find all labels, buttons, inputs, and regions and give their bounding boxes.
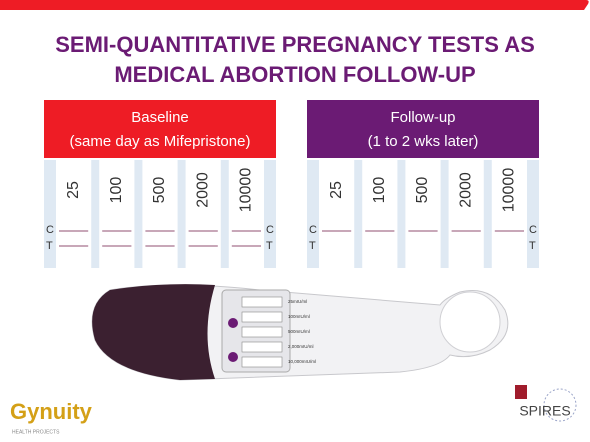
- device-plus: [228, 318, 238, 328]
- title-line: MEDICAL ABORTION FOLLOW-UP: [114, 62, 475, 87]
- strip: [319, 160, 355, 268]
- strip-label: 25: [65, 181, 82, 199]
- logo-left-sub: HEALTH PROJECTS: [12, 429, 60, 435]
- device-level-label: 25mIU/ml: [288, 299, 307, 304]
- panel-header: [44, 100, 276, 158]
- logo-left: Gynuity: [10, 399, 93, 424]
- device-slot: [241, 311, 283, 323]
- control-label: C: [529, 224, 537, 236]
- device-tip: [439, 291, 501, 353]
- panel-heading: Follow-up: [390, 109, 455, 126]
- strip-label: 25: [328, 181, 345, 199]
- strip: [185, 160, 221, 268]
- top-bar: [0, 0, 589, 10]
- strip: [362, 160, 398, 268]
- panel-subheading: (same day as Mifepristone): [70, 133, 251, 150]
- test-label: T: [266, 240, 273, 252]
- test-label: T: [46, 240, 53, 252]
- title-line: SEMI-QUANTITATIVE PREGNANCY TESTS AS: [55, 32, 535, 57]
- panels: Baseline (same day as Mifepristone) 25 100 5…: [44, 100, 539, 268]
- strip: [99, 160, 135, 268]
- strip-label: 100: [108, 177, 125, 204]
- strip: [228, 160, 264, 268]
- device: 25mIU/ml 100mIU/ml 500mIU/ml 2,000mIU/ml 10,…: [91, 284, 509, 381]
- test-label: T: [529, 240, 536, 252]
- device-levels: 25mIU/ml 100mIU/ml 500mIU/ml 2,000mIU/ml 10,…: [241, 296, 316, 368]
- device-minus: [228, 352, 238, 362]
- strip-label: 500: [151, 177, 168, 204]
- logo-right-shield: [515, 385, 527, 399]
- panel-heading: Baseline: [131, 109, 189, 126]
- strip: [491, 160, 527, 268]
- strip-label: 10000: [238, 168, 255, 213]
- strip: [448, 160, 484, 268]
- device-slot: [241, 341, 283, 353]
- strip: [142, 160, 178, 268]
- device-level-label: 100mIU/ml: [288, 314, 310, 319]
- device-slot: [241, 356, 283, 368]
- logo-right: SPIRES: [519, 403, 570, 419]
- device-level-label: 10,000mIU/ml: [288, 359, 316, 364]
- device-grip: [92, 284, 215, 380]
- test-label: T: [309, 240, 316, 252]
- panel-header: [307, 100, 539, 158]
- strip-label: 2000: [457, 172, 474, 208]
- strip-label: 100: [371, 177, 388, 204]
- strip: [56, 160, 92, 268]
- control-label: C: [309, 224, 317, 236]
- strip-label: 10000: [501, 168, 518, 213]
- device-slot: [241, 326, 283, 338]
- control-label: C: [46, 224, 54, 236]
- strip-label: 500: [414, 177, 431, 204]
- device-slot: [241, 296, 283, 308]
- control-label: C: [266, 224, 274, 236]
- panel-subheading: (1 to 2 wks later): [368, 133, 479, 150]
- logo-right-ring: [543, 388, 577, 422]
- strip: [405, 160, 441, 268]
- strip-label: 2000: [194, 172, 211, 208]
- device-level-label: 2,000mIU/ml: [288, 344, 314, 349]
- device-level-label: 500mIU/ml: [288, 329, 310, 334]
